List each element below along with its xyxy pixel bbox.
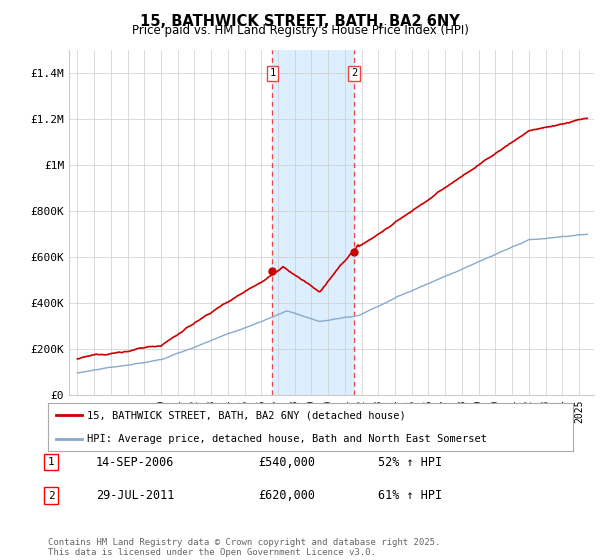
Text: 14-SEP-2006: 14-SEP-2006 (96, 455, 175, 469)
Text: 2: 2 (351, 68, 357, 78)
Text: 29-JUL-2011: 29-JUL-2011 (96, 489, 175, 502)
Text: HPI: Average price, detached house, Bath and North East Somerset: HPI: Average price, detached house, Bath… (88, 434, 487, 444)
Text: Contains HM Land Registry data © Crown copyright and database right 2025.
This d: Contains HM Land Registry data © Crown c… (48, 538, 440, 557)
Text: Price paid vs. HM Land Registry's House Price Index (HPI): Price paid vs. HM Land Registry's House … (131, 24, 469, 37)
Text: £620,000: £620,000 (258, 489, 315, 502)
Text: 52% ↑ HPI: 52% ↑ HPI (378, 455, 442, 469)
Text: 1: 1 (269, 68, 275, 78)
Text: 15, BATHWICK STREET, BATH, BA2 6NY (detached house): 15, BATHWICK STREET, BATH, BA2 6NY (deta… (88, 410, 406, 420)
Text: 1: 1 (47, 457, 55, 467)
Text: £540,000: £540,000 (258, 455, 315, 469)
Text: 15, BATHWICK STREET, BATH, BA2 6NY: 15, BATHWICK STREET, BATH, BA2 6NY (140, 14, 460, 29)
Text: 2: 2 (47, 491, 55, 501)
Bar (272, 50, 354, 395)
Text: 61% ↑ HPI: 61% ↑ HPI (378, 489, 442, 502)
